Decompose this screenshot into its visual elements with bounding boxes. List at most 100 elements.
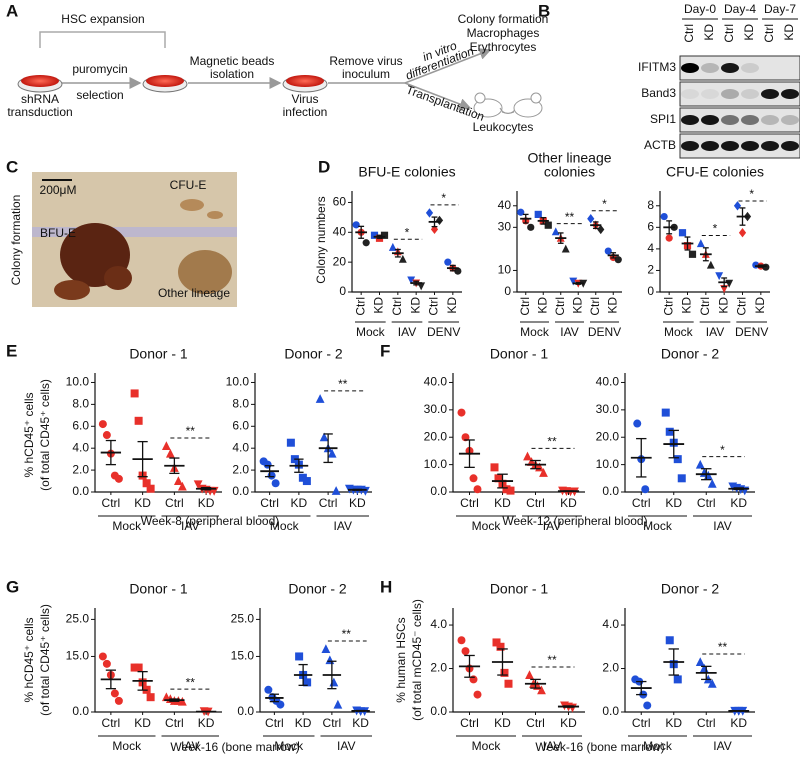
significance-label: * xyxy=(602,197,607,211)
group-label: IAV xyxy=(334,519,352,533)
branch-label: Transplantation xyxy=(404,83,486,124)
dot-plot: 0.0 2.0 4.0 Ctrl KD Ctrl KD Mock IAV ** xyxy=(602,608,755,753)
step-label: transduction xyxy=(7,105,72,119)
data-point xyxy=(370,231,379,239)
data-point xyxy=(492,638,501,647)
data-point xyxy=(494,474,503,483)
data-point xyxy=(614,256,622,264)
chart-title: CFU-E colonies xyxy=(666,164,764,180)
outcome-label: Erythrocytes xyxy=(470,40,537,54)
data-point xyxy=(146,484,155,493)
data-point xyxy=(177,696,187,706)
band xyxy=(721,89,739,99)
data-point xyxy=(454,267,462,275)
y-tick-label: 4.0 xyxy=(72,440,89,454)
significance-label: ** xyxy=(186,675,196,689)
data-point xyxy=(352,221,360,229)
x-tick-label: Ctrl xyxy=(353,297,367,316)
step-label: HSC expansion xyxy=(61,12,144,26)
data-point xyxy=(678,229,687,237)
step-label: selection xyxy=(76,88,123,102)
x-tick-label: Ctrl xyxy=(697,496,716,510)
y-tick-label: 0.0 xyxy=(430,704,447,718)
data-point xyxy=(333,699,343,709)
y-tick-label: 0.0 xyxy=(602,484,619,498)
group-label: Mock xyxy=(643,739,673,753)
data-point xyxy=(551,227,560,236)
y-tick-label: 4.0 xyxy=(232,440,249,454)
y-tick-label: 25.0 xyxy=(231,612,255,626)
band xyxy=(681,141,699,151)
x-tick-label: Ctrl xyxy=(165,496,184,510)
data-point xyxy=(102,659,111,668)
x-tick-label: Ctrl xyxy=(735,297,749,316)
x-tick-label: Ctrl xyxy=(661,297,675,316)
step-label: puromycin xyxy=(72,62,127,76)
data-point xyxy=(490,463,499,472)
dot-plot: 0.0 10.0 20.0 30.0 40.0 Ctrl KD Ctrl KD Mock IAV * xyxy=(596,373,755,533)
dot-plot: 0 2 4 6 8 Ctrl KD Ctrl KD Ctrl KD Mock IAV DENV * * xyxy=(647,187,770,339)
y-tick-label: 4.0 xyxy=(430,617,447,631)
y-tick-label: 0.0 xyxy=(232,484,249,498)
y-tick-label: 15.0 xyxy=(66,649,90,663)
band xyxy=(721,141,739,151)
x-tick-label: KD xyxy=(605,297,619,314)
band xyxy=(701,141,719,151)
data-point xyxy=(134,416,143,425)
chart-title: BFU-E colonies xyxy=(358,164,455,180)
arrow xyxy=(404,82,472,110)
data-point xyxy=(295,652,304,661)
data-point xyxy=(665,636,674,645)
dot-plot: 0.0 2.0 4.0 6.0 8.0 10.0 Ctrl KD Ctrl KD Mock IAV ** xyxy=(66,373,222,533)
y-tick-label: 2 xyxy=(647,263,654,277)
x-tick-label: Ctrl xyxy=(165,716,184,730)
chart-title: Donor - 2 xyxy=(661,581,720,597)
y-tick-label: 20 xyxy=(333,254,347,268)
data-point xyxy=(417,282,426,291)
data-point xyxy=(102,431,111,440)
workflow-schematic xyxy=(17,31,543,118)
data-point xyxy=(673,455,682,464)
y-tick-label: 6 xyxy=(647,220,654,234)
x-tick-label: KD xyxy=(134,496,151,510)
data-point xyxy=(173,476,183,486)
protein-label: SPI1 xyxy=(650,112,676,126)
y-tick-label: 0.0 xyxy=(430,484,447,498)
band xyxy=(781,89,799,99)
band xyxy=(741,115,759,125)
protein-label: Band3 xyxy=(641,86,676,100)
data-point xyxy=(267,471,276,480)
colony xyxy=(104,266,132,290)
data-point xyxy=(504,679,513,688)
data-point xyxy=(517,208,525,216)
y-tick-label: 40.0 xyxy=(424,375,448,389)
step-label: infection xyxy=(283,105,328,119)
data-point xyxy=(597,224,605,235)
dot-plot: 0.0 10.0 20.0 30.0 40.0 Ctrl KD Ctrl KD Mock IAV ** xyxy=(424,373,585,533)
data-point xyxy=(177,481,187,491)
panel-letter: A xyxy=(6,1,18,20)
data-point xyxy=(523,451,532,461)
x-tick-label: KD xyxy=(535,297,549,314)
dish xyxy=(17,75,63,93)
dot-plot: 0.0 15.0 25.0 Ctrl KD Ctrl KD Mock IAV ** xyxy=(66,608,222,753)
data-point xyxy=(695,657,705,666)
data-point xyxy=(665,234,673,242)
colony xyxy=(207,211,223,219)
data-point xyxy=(286,438,295,447)
protein-label: ACTB xyxy=(644,138,676,152)
band xyxy=(681,63,699,73)
data-point xyxy=(561,244,570,253)
outcome-label: Macrophages xyxy=(467,26,540,40)
data-point xyxy=(321,644,331,654)
dish xyxy=(282,75,328,93)
x-tick-label: KD xyxy=(665,716,682,730)
band xyxy=(701,89,719,99)
band xyxy=(741,89,759,99)
panel-letter: G xyxy=(6,577,19,596)
x-tick-label: Ctrl xyxy=(518,297,532,316)
data-point xyxy=(110,689,119,698)
data-point xyxy=(660,212,668,221)
data-point xyxy=(319,432,329,442)
